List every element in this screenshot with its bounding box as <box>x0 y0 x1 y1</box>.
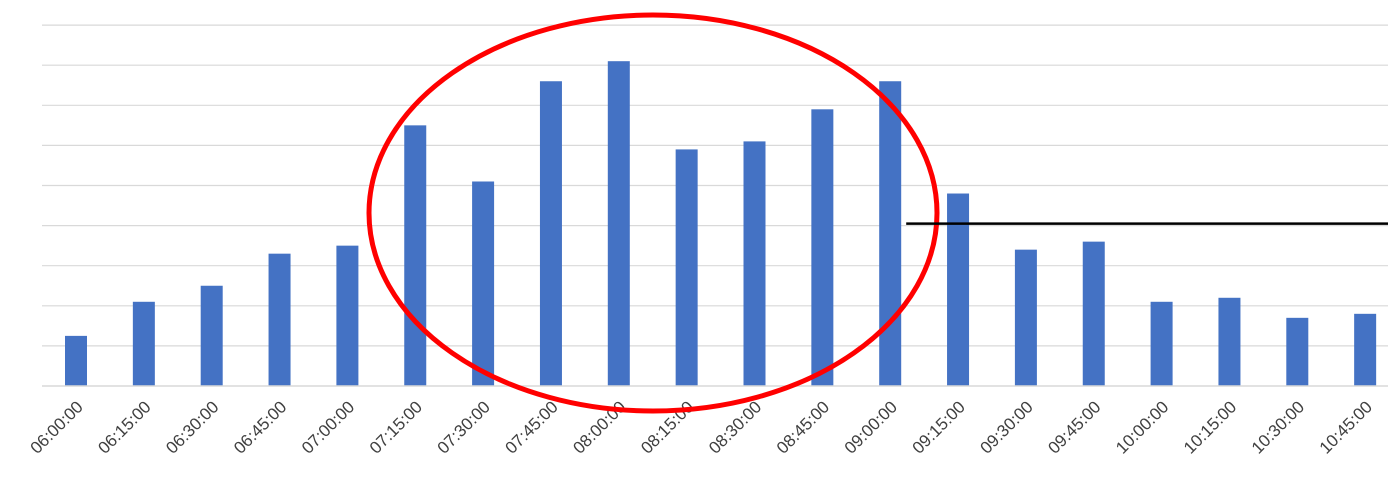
x-tick-label: 06:00:00 <box>27 397 87 457</box>
bar <box>132 301 155 386</box>
x-tick-label: 09:00:00 <box>841 397 901 457</box>
x-tick-label: 07:15:00 <box>366 397 426 457</box>
x-tick-label: 07:00:00 <box>298 397 358 457</box>
bar <box>1150 301 1173 386</box>
x-tick-label: 08:15:00 <box>637 397 697 457</box>
highlight-ellipse <box>366 12 940 414</box>
bar <box>947 193 970 386</box>
bars-group <box>65 61 1377 387</box>
bar <box>472 181 495 386</box>
bar <box>607 61 630 386</box>
x-tick-label: 10:15:00 <box>1180 397 1240 457</box>
bar <box>743 141 766 386</box>
bar <box>1286 317 1309 386</box>
x-tick-label: 06:15:00 <box>94 397 154 457</box>
bar <box>675 149 698 386</box>
x-tick-label: 09:45:00 <box>1044 397 1104 457</box>
bar <box>879 81 902 387</box>
x-tick-label: 08:45:00 <box>773 397 833 457</box>
bar <box>811 109 834 386</box>
bar <box>1082 241 1105 386</box>
x-tick-label: 10:00:00 <box>1112 397 1172 457</box>
bar <box>336 245 359 386</box>
bar <box>200 285 223 386</box>
x-tick-label: 09:30:00 <box>976 397 1036 457</box>
x-tick-label: 07:30:00 <box>434 397 494 457</box>
bar <box>539 81 562 387</box>
x-tick-label: 06:30:00 <box>162 397 222 457</box>
gridlines <box>42 24 1388 347</box>
bar <box>65 335 87 386</box>
x-tick-label: 10:45:00 <box>1316 397 1376 457</box>
x-tick-label: 06:45:00 <box>230 397 290 457</box>
bar <box>1354 313 1377 386</box>
bar <box>1218 297 1241 386</box>
bar <box>1014 249 1037 386</box>
bar <box>268 253 291 386</box>
x-tick-label: 09:15:00 <box>909 397 969 457</box>
bar <box>404 125 427 386</box>
x-tick-label: 10:30:00 <box>1248 397 1308 457</box>
x-tick-label: 07:45:00 <box>502 397 562 457</box>
